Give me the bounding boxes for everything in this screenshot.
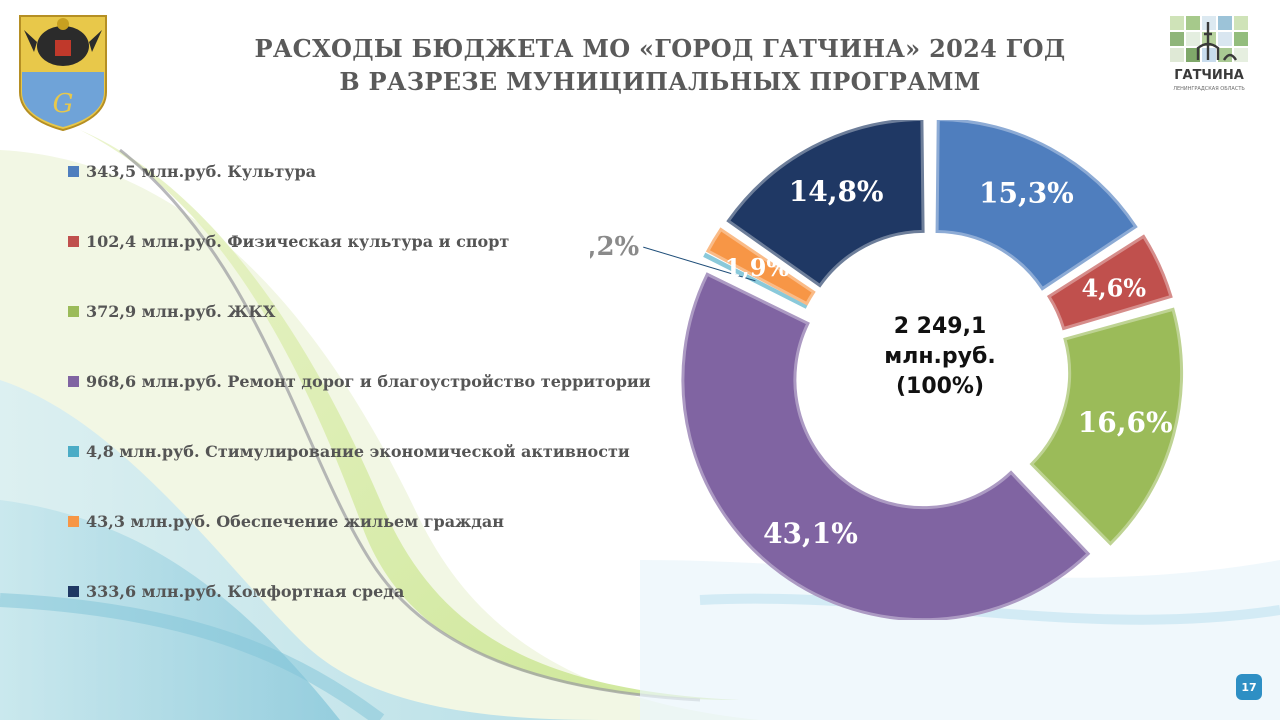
legend-swatch [68,515,79,527]
leader-line [643,246,756,282]
donut-segment-label: 16,6% [1078,406,1173,439]
donut-segment-label: 0,2% [590,232,640,262]
logo-text: ГАТЧИНА [1174,68,1244,83]
donut-segment [935,120,1138,291]
slide-title: РАСХОДЫ БЮДЖЕТА МО «ГОРОД ГАТЧИНА» 2024 … [200,32,1120,98]
legend-item: 968,6 млн.руб. Ремонт дорог и благоустро… [68,368,651,394]
donut-segment [705,227,816,306]
donut-segment-label: 15,3% [979,176,1074,209]
donut-segment-label: 14,8% [789,175,884,208]
legend-item: 4,8 млн.руб. Стимулирование экономическо… [68,438,630,464]
legend-item: 102,4 млн.руб. Физическая культура и спо… [68,228,509,254]
donut-segment [1029,307,1184,546]
coat-letter: G [53,89,74,119]
legend-swatch [68,165,79,177]
legend-item: 372,9 млн.руб. ЖКХ [68,298,275,324]
legend-swatch [68,445,79,457]
donut-segment [681,272,1091,620]
legend-label: 102,4 млн.руб. Физическая культура и спо… [86,231,510,251]
legend-label: 968,6 млн.руб. Ремонт дорог и благоустро… [86,371,651,391]
center-total-unit: млн.руб. [884,344,996,369]
legend-item: 343,5 млн.руб. Культура [68,158,316,184]
coat-of-arms-image: G [19,15,107,132]
donut-segment-label: 43,1% [763,517,858,550]
legend-label: 43,3 млн.руб. Обеспечение жильем граждан [86,511,504,531]
gatchina-logo: ГАТЧИНА ЛЕНИНГРАДСКАЯ ОБЛАСТЬ [1168,14,1250,96]
legend-swatch [68,235,79,247]
donut-segment [726,120,925,288]
legend-label: 333,6 млн.руб. Комфортная среда [86,581,405,601]
logo-subtext: ЛЕНИНГРАДСКАЯ ОБЛАСТЬ [1173,86,1245,92]
legend-label: 372,9 млн.руб. ЖКХ [86,301,276,321]
center-total-percent: (100%) [895,374,985,399]
legend-swatch [68,375,79,387]
donut-segment-label: 4,6% [1082,273,1147,302]
donut-segment [1046,234,1173,331]
chart-center-total: 2 249,1 млн.руб. (100%) [850,312,1030,402]
legend-swatch [68,305,79,317]
legend-label: 343,5 млн.руб. Культура [86,161,317,181]
legend-item: 43,3 млн.руб. Обеспечение жильем граждан [68,508,504,534]
title-line-1: РАСХОДЫ БЮДЖЕТА МО «ГОРОД ГАТЧИНА» 2024 … [254,34,1066,63]
donut-chart: 15,3%4,6%16,6%43,1%0,2%1,9%14,8% [590,120,1184,620]
title-line-2: В РАЗРЕЗЕ МУНИЦИПАЛЬНЫХ ПРОГРАММ [339,67,981,96]
page-number-badge: 17 [1236,674,1262,700]
legend-label: 4,8 млн.руб. Стимулирование экономическо… [86,441,630,461]
legend-item: 333,6 млн.руб. Комфортная среда [68,578,404,604]
center-total-value: 2 249,1 [893,314,987,339]
legend-swatch [68,585,79,597]
